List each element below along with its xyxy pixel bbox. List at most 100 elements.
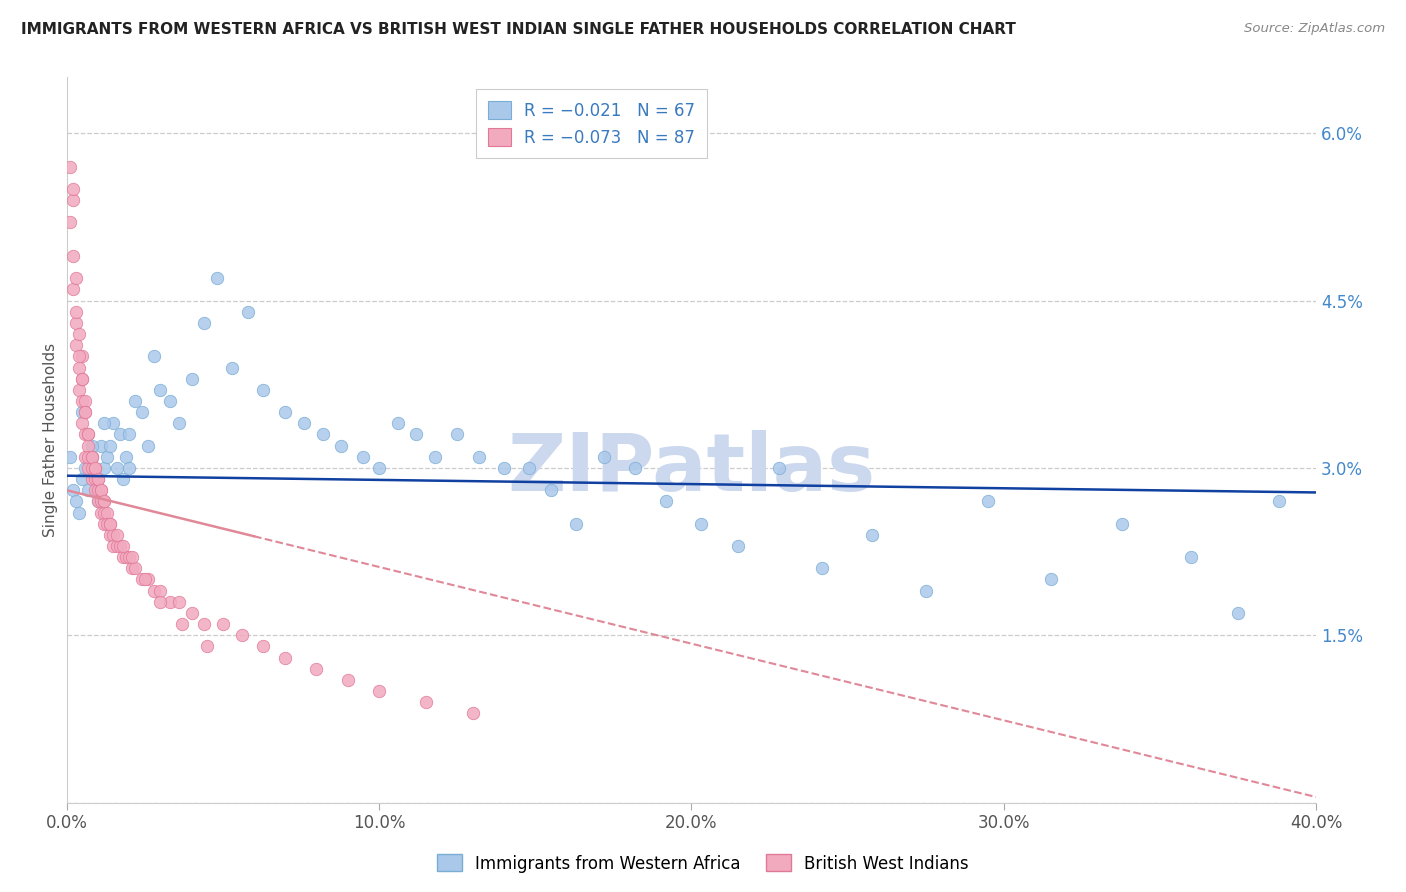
Point [90, 506, 112, 520]
Point [93, 494, 115, 508]
Point [67, 349, 90, 363]
Point [167, 595, 190, 609]
Point [75, 450, 97, 464]
Point [59, 160, 82, 174]
Point [80, 450, 103, 464]
Point [67, 383, 90, 397]
Point [90, 483, 112, 498]
Point [70, 372, 93, 386]
Point [96, 506, 118, 520]
Point [195, 640, 218, 654]
Point [67, 326, 90, 341]
Point [305, 662, 328, 676]
Point [274, 650, 297, 665]
Point [75, 405, 97, 419]
Point [180, 606, 202, 620]
Point [592, 450, 614, 464]
Point [70, 394, 93, 409]
Point [62, 282, 84, 296]
Point [1039, 573, 1062, 587]
Point [193, 316, 215, 330]
Point [143, 349, 166, 363]
Point [124, 394, 146, 409]
Point [121, 561, 143, 575]
Point [62, 483, 84, 498]
Point [67, 506, 90, 520]
Point [274, 405, 297, 419]
Point [93, 461, 115, 475]
Point [77, 427, 100, 442]
Point [65, 338, 87, 352]
Point [96, 450, 118, 464]
Point [405, 427, 427, 442]
Point [59, 450, 82, 464]
Point [70, 405, 93, 419]
Point [124, 561, 146, 575]
Point [87, 483, 110, 498]
Point [59, 215, 82, 229]
Point [118, 461, 141, 475]
Point [131, 405, 153, 419]
Point [727, 539, 749, 553]
Point [118, 427, 141, 442]
Point [1111, 516, 1133, 531]
Point [136, 439, 159, 453]
Point [105, 461, 128, 475]
Point [80, 461, 103, 475]
Point [62, 182, 84, 196]
Point [108, 539, 131, 553]
Point [159, 595, 181, 609]
Point [93, 494, 115, 508]
Point [387, 417, 409, 431]
Point [415, 695, 437, 709]
Point [105, 539, 128, 553]
Point [492, 461, 515, 475]
Point [83, 461, 105, 475]
Point [87, 494, 110, 508]
Point [111, 550, 134, 565]
Point [312, 427, 335, 442]
Point [768, 461, 790, 475]
Point [77, 439, 100, 453]
Point [70, 372, 93, 386]
Point [468, 450, 491, 464]
Point [118, 550, 141, 565]
Point [90, 439, 112, 453]
Point [90, 494, 112, 508]
Point [62, 249, 84, 263]
Point [159, 394, 181, 409]
Point [368, 684, 391, 698]
Point [77, 427, 100, 442]
Point [87, 472, 110, 486]
Point [65, 304, 87, 318]
Text: IMMIGRANTS FROM WESTERN AFRICA VS BRITISH WEST INDIAN SINGLE FATHER HOUSEHOLDS C: IMMIGRANTS FROM WESTERN AFRICA VS BRITIS… [21, 22, 1017, 37]
Point [1226, 606, 1249, 620]
Point [70, 417, 93, 431]
Point [689, 516, 711, 531]
Point [83, 483, 105, 498]
Point [75, 405, 97, 419]
Point [446, 427, 468, 442]
Point [193, 617, 215, 632]
Point [67, 360, 90, 375]
Point [103, 528, 125, 542]
Point [103, 539, 125, 553]
Point [70, 349, 93, 363]
Point [80, 450, 103, 464]
Point [80, 439, 103, 453]
Point [564, 516, 586, 531]
Point [80, 450, 103, 464]
Point [134, 573, 156, 587]
Point [105, 528, 128, 542]
Point [205, 271, 228, 285]
Point [252, 383, 274, 397]
Point [914, 583, 936, 598]
Point [624, 461, 647, 475]
Point [111, 472, 134, 486]
Point [149, 383, 172, 397]
Point [87, 472, 110, 486]
Point [93, 417, 115, 431]
Point [80, 472, 103, 486]
Point [65, 271, 87, 285]
Text: ZIPatlas: ZIPatlas [508, 430, 876, 508]
